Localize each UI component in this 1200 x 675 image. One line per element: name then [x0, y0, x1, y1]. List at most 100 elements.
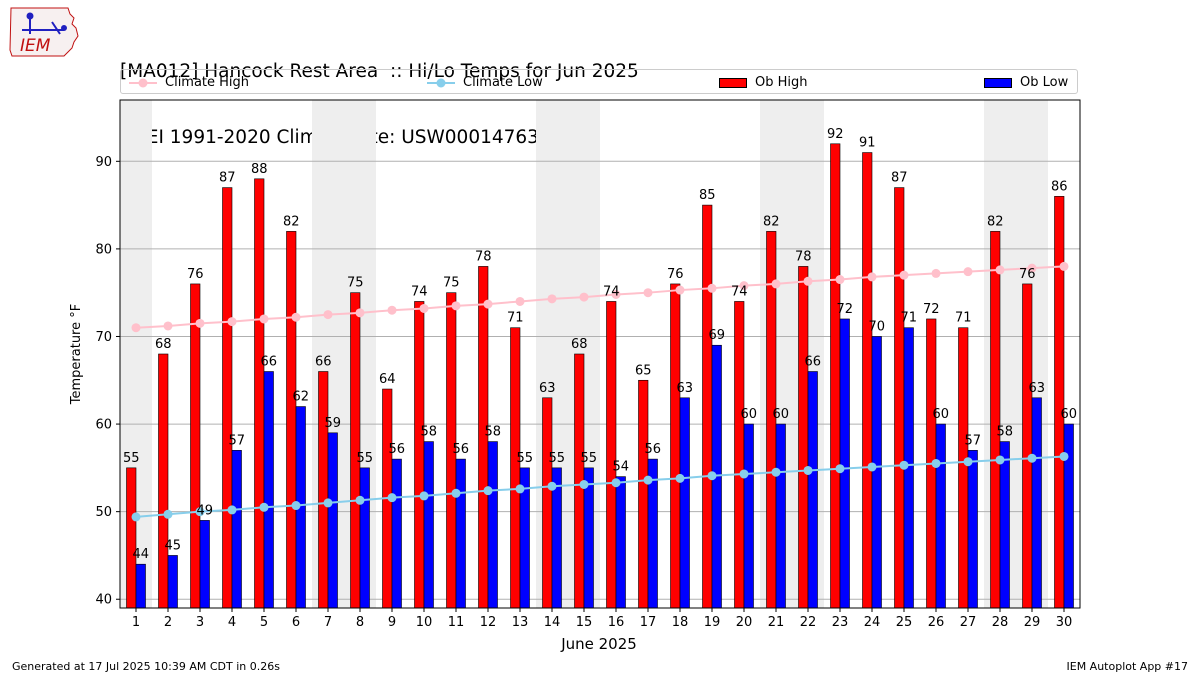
legend-ob-low-swatch: [984, 77, 1012, 88]
x-tick-label-14: 14: [544, 615, 561, 630]
climate-low-point-29: [1027, 453, 1037, 463]
ob-high-bar-5: [254, 178, 265, 609]
ob-high-bar-2: [158, 353, 169, 609]
x-tick-label-8: 8: [356, 615, 364, 630]
legend-climate-low-marker: [427, 78, 455, 87]
ob-high-label-24: 91: [859, 136, 876, 151]
climate-high-point-21: [771, 279, 781, 289]
legend-climate-low-label: Climate Low: [463, 75, 543, 90]
climate-high-point-26: [931, 268, 941, 278]
legend-climate-high-label: Climate High: [165, 75, 250, 90]
ob-low-label-17: 56: [644, 442, 661, 457]
ob-high-label-5: 88: [251, 162, 268, 177]
ob-low-bar-7: [327, 432, 338, 609]
ob-low-label-23: 72: [836, 302, 853, 317]
ob-low-label-8: 55: [356, 451, 373, 466]
climate-high-point-6: [291, 312, 301, 322]
ob-low-bar-24: [871, 336, 882, 609]
climate-high-point-27: [963, 267, 973, 277]
y-tick-label-40: 40: [95, 593, 112, 608]
climate-high-point-13: [515, 296, 525, 306]
x-tick-label-7: 7: [324, 615, 332, 630]
ob-high-bar-14: [542, 397, 553, 609]
x-tick-label-19: 19: [704, 615, 721, 630]
ob-high-label-30: 86: [1051, 179, 1068, 194]
climate-low-point-28: [995, 455, 1005, 465]
climate-low-point-15: [579, 480, 589, 490]
ob-low-bar-15: [583, 467, 594, 609]
x-tick-label-13: 13: [512, 615, 529, 630]
ob-low-bar-10: [423, 441, 434, 609]
climate-high-point-29: [1027, 263, 1037, 273]
bar-labels: 55 44 68 45 76 49 87 57 88 66 82 62 66 59 75 55 64 56 74 58…: [123, 127, 1077, 562]
ob-low-label-13: 55: [516, 451, 533, 466]
climate-high-point-4: [227, 317, 237, 327]
ob-high-label-25: 87: [891, 171, 908, 186]
x-axis-label: June 2025: [560, 635, 637, 653]
ob-low-label-11: 56: [452, 442, 469, 457]
climate-low-point-22: [803, 465, 813, 475]
ob-high-bar-13: [510, 327, 521, 609]
ob-high-bar-29: [1022, 283, 1033, 609]
ob-low-bar-18: [679, 397, 690, 609]
ob-high-label-14: 63: [539, 381, 556, 396]
ob-low-bar-29: [1031, 397, 1042, 609]
climate-low-point-1: [131, 512, 141, 522]
ob-high-label-16: 74: [603, 284, 620, 299]
ob-high-bar-20: [734, 301, 745, 609]
climate-low-point-11: [451, 488, 461, 498]
ob-low-label-18: 63: [676, 381, 693, 396]
ob-low-label-9: 56: [388, 442, 405, 457]
ob-high-label-6: 82: [283, 214, 300, 229]
ob-low-bar-28: [999, 441, 1010, 609]
ob-low-bar-3: [199, 520, 210, 609]
climate-high-point-30: [1059, 261, 1069, 271]
title-line-1: [MA012] Hancock Rest Area :: Hi/Lo Temps…: [120, 61, 639, 82]
logo-text: IEM: [20, 36, 51, 56]
ob-low-label-14: 55: [548, 451, 565, 466]
climate-low-point-27: [963, 457, 973, 467]
x-tick-label-28: 28: [992, 615, 1009, 630]
climate-high-point-23: [835, 275, 845, 285]
ob-high-label-27: 71: [955, 311, 972, 326]
ob-low-label-27: 57: [964, 433, 981, 448]
x-tick-label-22: 22: [800, 615, 817, 630]
ob-low-label-10: 58: [420, 425, 437, 440]
ob-low-bar-12: [487, 441, 498, 609]
y-tick-label-50: 50: [95, 505, 112, 520]
ob-low-bar-5: [263, 371, 274, 609]
climate-low-point-10: [419, 491, 429, 501]
climate-high-point-2: [163, 321, 173, 331]
ob-high-bar-17: [638, 379, 649, 609]
x-tick-label-20: 20: [736, 615, 753, 630]
y-tick-label-60: 60: [95, 418, 112, 433]
ob-high-bar-23: [830, 143, 841, 609]
x-tick-label-15: 15: [576, 615, 593, 630]
ob-high-bar-4: [222, 187, 233, 609]
y-tick-label-70: 70: [95, 330, 112, 345]
legend-climate-high-marker: [129, 78, 157, 87]
ob-high-label-9: 64: [379, 372, 396, 387]
ob-high-label-7: 66: [315, 355, 332, 370]
ob-high-label-22: 78: [795, 249, 812, 264]
ob-high-label-4: 87: [219, 171, 236, 186]
climate-low-point-14: [547, 481, 557, 491]
climate-high-point-3: [195, 318, 205, 328]
x-tick-label-3: 3: [196, 615, 204, 630]
x-tick-label-11: 11: [448, 615, 465, 630]
climate-high-point-18: [675, 285, 685, 295]
climate-low-point-17: [643, 475, 653, 485]
ob-high-label-19: 85: [699, 188, 716, 203]
climate-low-point-20: [739, 469, 749, 479]
climate-low-point-21: [771, 467, 781, 477]
ob-high-label-11: 75: [443, 276, 460, 291]
ob-high-label-17: 65: [635, 363, 652, 378]
climate-low-point-9: [387, 493, 397, 503]
climate-low-point-19: [707, 471, 717, 481]
y-tick-label-80: 80: [95, 242, 112, 257]
legend-climate-high: Climate High: [129, 70, 249, 95]
ob-high-label-2: 68: [155, 337, 172, 352]
climate-low-point-5: [259, 502, 269, 512]
ob-high-label-13: 71: [507, 311, 524, 326]
x-tick-label-27: 27: [960, 615, 977, 630]
